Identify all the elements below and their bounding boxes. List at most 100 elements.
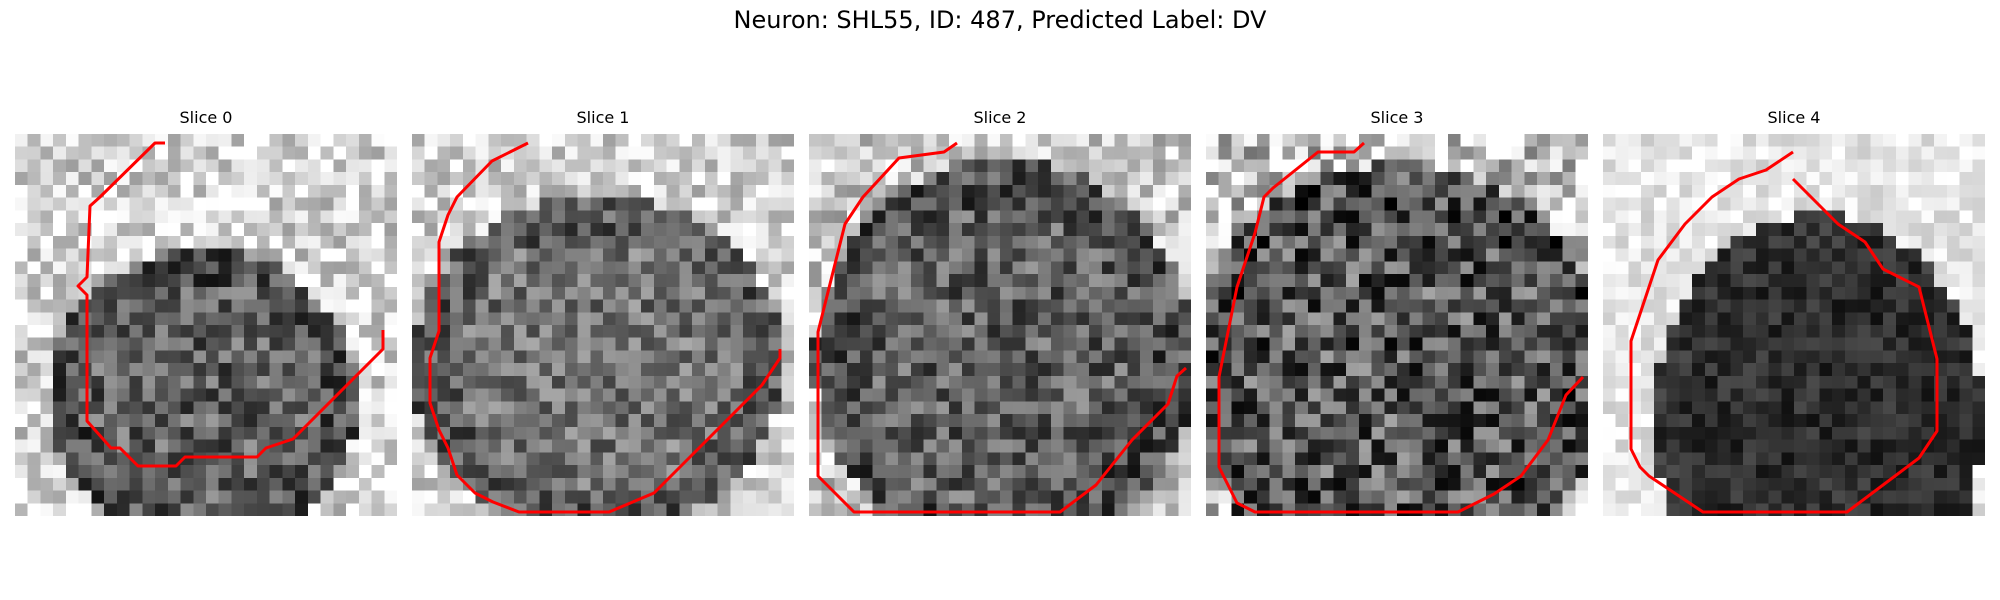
pixel — [307, 197, 321, 211]
pixel — [1101, 388, 1115, 402]
pixel — [129, 134, 143, 148]
pixel — [961, 223, 975, 237]
pixel — [218, 490, 232, 504]
pixel — [295, 490, 309, 504]
pixel — [1050, 223, 1065, 237]
pixel — [781, 184, 794, 199]
pixel — [358, 490, 372, 504]
pixel — [1857, 414, 1871, 428]
segmentation-contour — [76, 141, 385, 468]
pixel — [1819, 375, 1833, 390]
pixel — [1819, 465, 1833, 479]
pixel — [717, 363, 731, 377]
pixel — [1704, 465, 1718, 479]
pixel — [1692, 172, 1706, 186]
pixel — [167, 312, 181, 326]
pixel — [65, 503, 80, 516]
pixel — [282, 134, 296, 148]
pixel — [371, 439, 385, 453]
pixel — [679, 414, 693, 428]
pixel — [1000, 503, 1014, 516]
pixel — [1447, 312, 1462, 326]
pixel — [974, 210, 988, 224]
pixel — [1819, 146, 1833, 160]
pixel — [180, 299, 194, 313]
pixel — [1460, 235, 1474, 249]
pixel — [526, 388, 540, 402]
pixel — [743, 426, 757, 440]
pixel — [1934, 337, 1948, 351]
pixel — [1256, 337, 1271, 351]
pixel — [847, 159, 861, 173]
pixel — [679, 503, 693, 516]
pixel — [628, 426, 642, 440]
pixel — [1641, 223, 1655, 237]
pixel — [666, 299, 680, 313]
pixel — [513, 477, 527, 491]
pixel — [1819, 426, 1833, 440]
pixel — [1114, 159, 1128, 173]
pixel — [1562, 134, 1576, 148]
pixel — [936, 210, 950, 224]
pixel — [1537, 184, 1551, 199]
pixel — [1269, 312, 1283, 326]
pixel — [768, 503, 782, 516]
pixel — [1641, 490, 1655, 504]
pixel — [641, 261, 655, 275]
pixel — [1371, 490, 1385, 504]
pixel — [1152, 184, 1166, 199]
pixel — [193, 210, 207, 224]
pixel — [821, 414, 835, 428]
pixel — [1946, 134, 1960, 148]
pixel — [1895, 312, 1909, 326]
pixel — [1165, 159, 1179, 173]
pixel — [1282, 197, 1296, 211]
pixel — [1000, 299, 1014, 313]
pixel — [231, 248, 245, 262]
pixel — [91, 439, 105, 453]
pixel — [898, 477, 912, 491]
pixel — [282, 503, 296, 516]
pixel — [1101, 426, 1115, 440]
pixel — [358, 172, 372, 186]
pixel — [129, 350, 143, 364]
pixel — [1397, 223, 1411, 237]
pixel — [424, 197, 438, 211]
pixel — [1870, 172, 1884, 186]
pixel — [1857, 159, 1871, 173]
pixel — [1178, 312, 1191, 326]
pixel — [1114, 337, 1128, 351]
pixel — [78, 388, 92, 402]
pixel — [231, 184, 245, 199]
pixel — [1781, 312, 1795, 326]
pixel — [1832, 363, 1846, 377]
pixel — [346, 426, 360, 440]
pixel — [1178, 401, 1191, 415]
pixel — [859, 477, 874, 491]
pixel — [1320, 465, 1334, 479]
pixel — [269, 337, 283, 351]
pixel — [1295, 325, 1309, 339]
pixel — [104, 503, 118, 516]
pixel — [1307, 172, 1321, 186]
pixel — [628, 325, 642, 339]
pixel — [488, 184, 502, 199]
pixel — [1794, 312, 1808, 326]
pixel — [269, 223, 283, 237]
pixel — [526, 235, 540, 249]
pixel — [628, 197, 642, 211]
pixel — [1114, 286, 1128, 300]
pixel — [1870, 197, 1884, 211]
pixel — [1806, 350, 1820, 364]
pixel — [1063, 337, 1077, 351]
pixel — [834, 350, 848, 364]
pixel — [1384, 414, 1398, 428]
pixel — [1946, 172, 1960, 186]
pixel — [1050, 337, 1065, 351]
pixel — [129, 477, 143, 491]
pixel — [1218, 210, 1232, 224]
pixel — [859, 134, 874, 148]
pixel — [1012, 299, 1026, 313]
pixel — [1628, 197, 1642, 211]
pixel — [1307, 465, 1321, 479]
